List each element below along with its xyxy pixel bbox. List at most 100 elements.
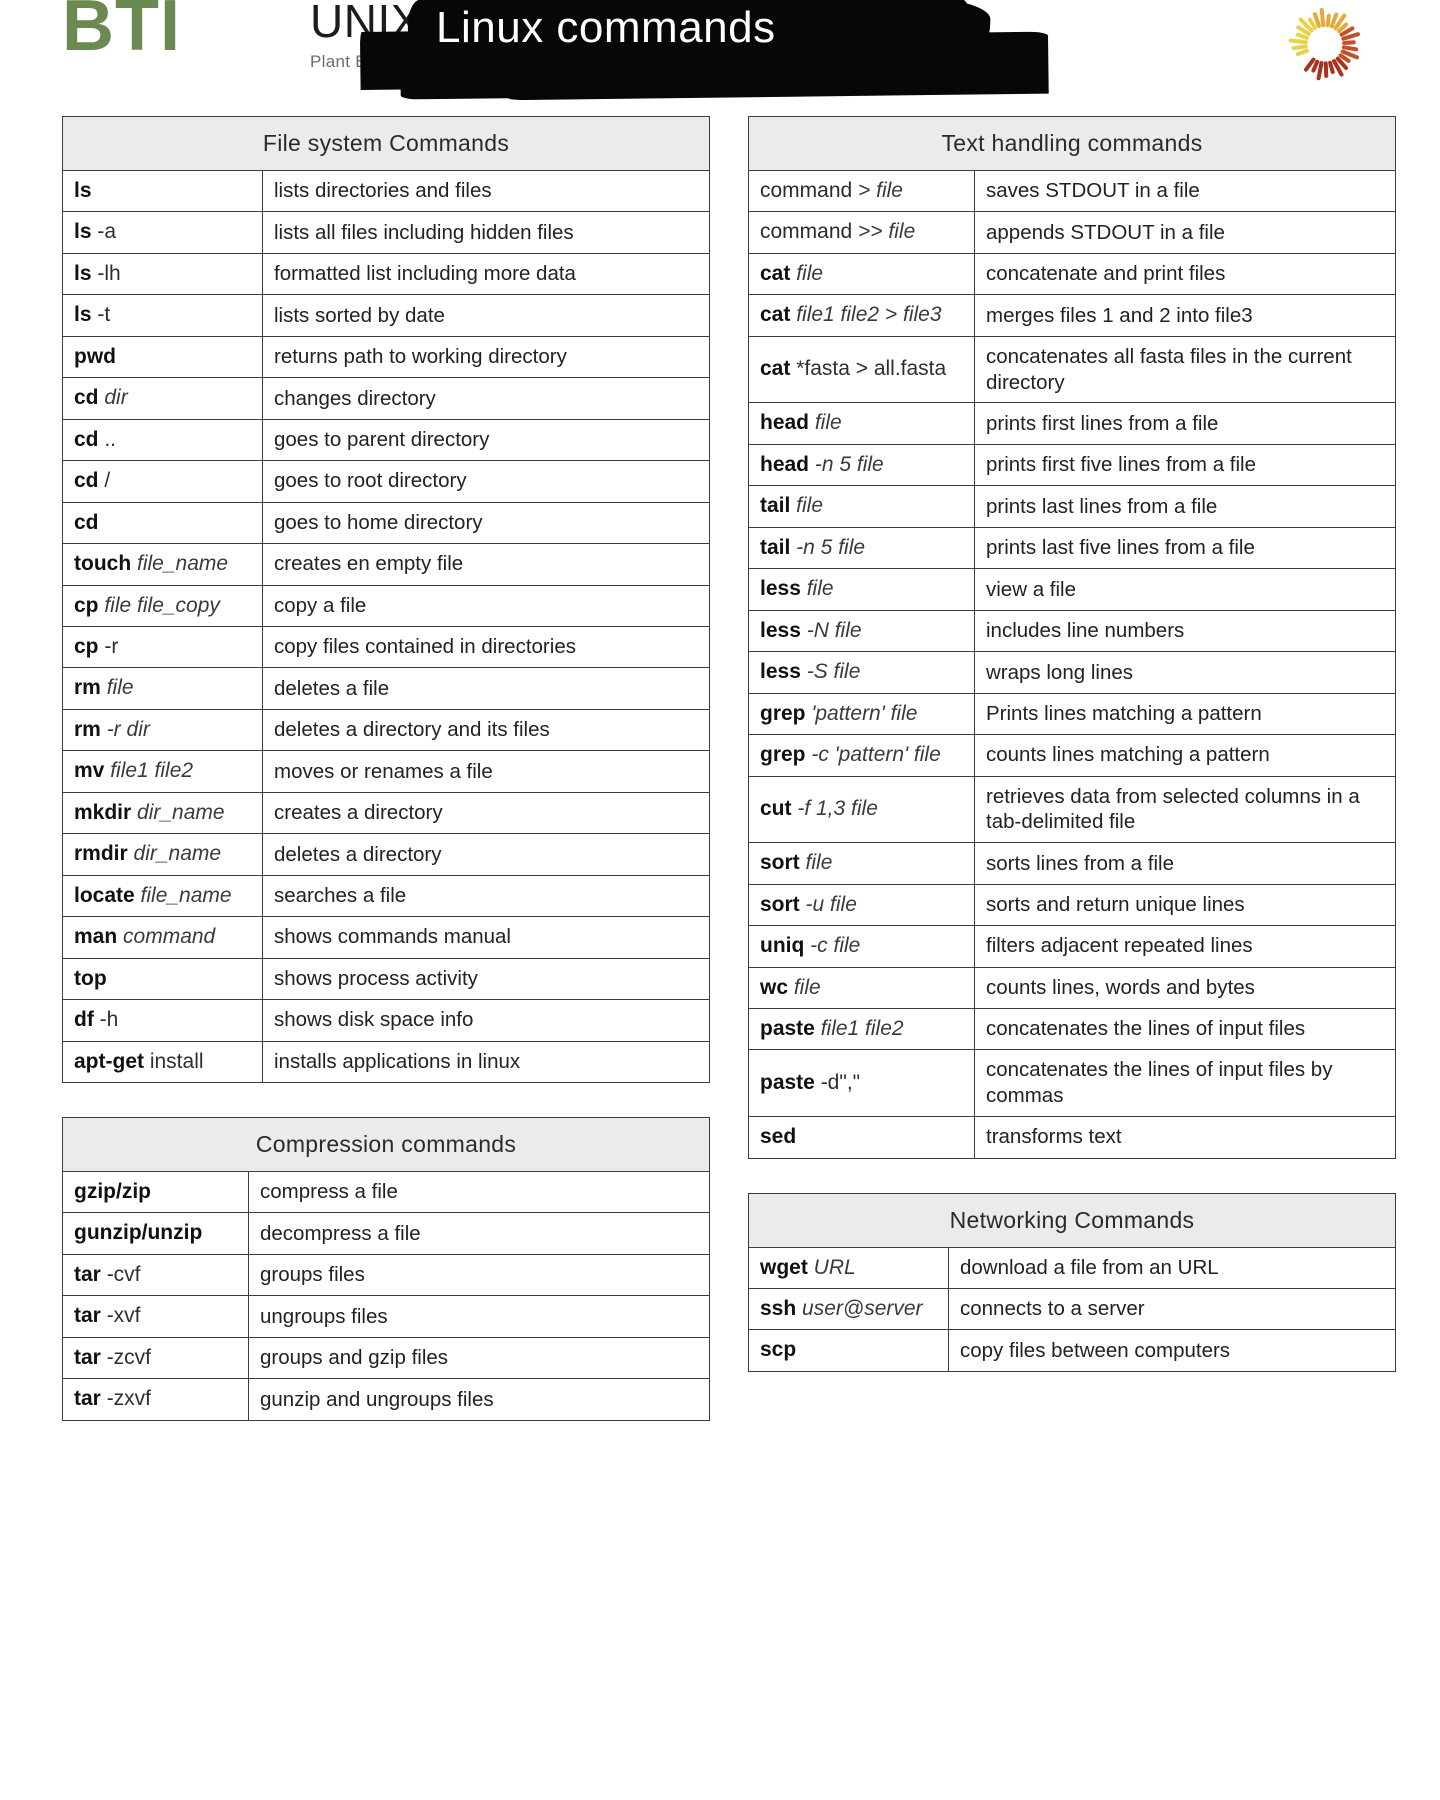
command-name: apt-get bbox=[74, 1049, 144, 1073]
description-cell: formatted list including more data bbox=[262, 252, 710, 296]
command-name: paste bbox=[760, 1017, 815, 1041]
table-row: cut -f 1,3 file retrieves data from selec… bbox=[748, 775, 1396, 844]
table-row: pwd returns path to working directory bbox=[62, 335, 710, 379]
command-name: cd bbox=[74, 427, 99, 451]
table-row: scp copy files between computers bbox=[748, 1329, 1396, 1372]
command-argument: dir_name bbox=[127, 842, 222, 866]
command-argument: -r dir bbox=[100, 717, 150, 741]
description-cell: includes line numbers bbox=[974, 609, 1396, 653]
description-cell: copy files contained in directories bbox=[262, 625, 710, 669]
table-row: tar -xvf ungroups files bbox=[62, 1295, 710, 1338]
table-row: ls -a lists all files including hidden fi… bbox=[62, 211, 710, 254]
table-row: ls -lh formatted list including more data bbox=[62, 252, 710, 296]
command-name: head bbox=[760, 452, 810, 476]
command-argument: user@server bbox=[796, 1297, 923, 1321]
command-cell: rmdir dir_name bbox=[62, 833, 263, 876]
table-header-row: File system Commands bbox=[62, 116, 710, 171]
section-title: File system Commands bbox=[62, 116, 710, 171]
command-name: gzip/zip bbox=[74, 1179, 151, 1203]
description-cell: searches a file bbox=[262, 874, 710, 918]
table-row: cp -r copy files contained in directories bbox=[62, 625, 710, 669]
command-argument: file1 file2 > file3 bbox=[790, 303, 942, 327]
command-cell: paste -d"," bbox=[748, 1049, 975, 1118]
table-row: wget URL download a file from an URL bbox=[748, 1246, 1396, 1290]
description-cell: filters adjacent repeated lines bbox=[974, 925, 1396, 968]
command-cell: sort file bbox=[748, 842, 975, 885]
command-name: sort bbox=[760, 892, 800, 916]
description-cell: deletes a directory and its files bbox=[262, 708, 710, 752]
command-argument: > file bbox=[852, 179, 903, 202]
table-header-row: Text handling commands bbox=[748, 116, 1396, 171]
table-row: tail -n 5 file prints last five lines fro… bbox=[748, 526, 1396, 570]
command-argument: file bbox=[100, 676, 134, 700]
description-cell: prints first five lines from a file bbox=[974, 443, 1396, 487]
description-cell: counts lines matching a pattern bbox=[974, 734, 1396, 777]
command-argument: -f 1,3 file bbox=[791, 797, 878, 821]
command-argument: file bbox=[788, 975, 821, 999]
table-header-row: Networking Commands bbox=[748, 1192, 1396, 1248]
command-cell: apt-get install bbox=[62, 1040, 263, 1083]
description-cell: transforms text bbox=[974, 1116, 1396, 1159]
command-cell: less -N file bbox=[748, 609, 975, 653]
command-cell: cp -r bbox=[62, 625, 263, 669]
command-argument: file1 file2 bbox=[104, 759, 194, 783]
command-name: cat bbox=[760, 357, 791, 381]
command-name: gunzip/unzip bbox=[74, 1221, 203, 1245]
description-cell: shows commands manual bbox=[262, 916, 710, 959]
table-row: command >> file appends STDOUT in a file bbox=[748, 211, 1396, 254]
description-cell: Prints lines matching a pattern bbox=[974, 692, 1396, 736]
description-cell: wraps long lines bbox=[974, 651, 1396, 694]
command-name: uniq bbox=[760, 934, 805, 958]
command-cell: cd / bbox=[62, 460, 263, 503]
command-argument: file bbox=[790, 261, 824, 285]
table-row: cd goes to home directory bbox=[62, 501, 710, 545]
command-cell: scp bbox=[748, 1329, 949, 1372]
table-row: rmdir dir_name deletes a directory bbox=[62, 833, 710, 876]
command-name: man bbox=[74, 925, 118, 949]
description-cell: copy files between computers bbox=[948, 1329, 1396, 1372]
description-cell: retrieves data from selected columns in … bbox=[974, 775, 1396, 844]
command-name: tar bbox=[74, 1387, 101, 1411]
table-row: less -N file includes line numbers bbox=[748, 609, 1396, 653]
command-name: cat bbox=[760, 303, 791, 327]
command-cell: tar -zxvf bbox=[62, 1378, 249, 1421]
command-cell: uniq -c file bbox=[748, 925, 975, 968]
command-cell: pwd bbox=[62, 335, 263, 379]
command-cell: paste file1 file2 bbox=[748, 1008, 975, 1051]
command-cell: cp file file_copy bbox=[62, 584, 263, 627]
command-argument: dir_name bbox=[131, 800, 225, 824]
command-argument: -h bbox=[93, 1008, 119, 1032]
command-name: tail bbox=[760, 494, 791, 518]
command-name: mv bbox=[74, 759, 105, 783]
description-cell: counts lines, words and bytes bbox=[974, 966, 1396, 1010]
command-cell: command > file bbox=[748, 169, 975, 213]
description-cell: groups files bbox=[248, 1253, 710, 1297]
table-row: rm file deletes a file bbox=[62, 667, 710, 710]
command-cell: df -h bbox=[62, 999, 263, 1042]
description-cell: lists all files including hidden files bbox=[262, 211, 710, 254]
command-name: wc bbox=[760, 975, 789, 999]
command-cell: sed bbox=[748, 1116, 975, 1159]
command-argument: file_name bbox=[131, 552, 229, 576]
command-cell: mkdir dir_name bbox=[62, 791, 263, 835]
command-name: touch bbox=[74, 552, 132, 576]
command-cell: head -n 5 file bbox=[748, 443, 975, 487]
command-argument: -d"," bbox=[814, 1071, 861, 1095]
command-argument: command bbox=[117, 925, 216, 949]
description-cell: groups and gzip files bbox=[248, 1336, 710, 1380]
command-cell: ls -lh bbox=[62, 252, 263, 296]
command-name: less bbox=[760, 660, 801, 684]
description-cell: shows disk space info bbox=[262, 999, 710, 1042]
table-row: mkdir dir_name creates a directory bbox=[62, 791, 710, 835]
table-row: cp file file_copy copy a file bbox=[62, 584, 710, 627]
command-argument: .. bbox=[98, 427, 117, 451]
description-cell: lists directories and files bbox=[262, 169, 710, 213]
table-text-handling-commands: Text handling commands command > file save… bbox=[748, 116, 1396, 1159]
table-row: tar -zxvf gunzip and ungroups files bbox=[62, 1378, 710, 1421]
table-row: rm -r dir deletes a directory and its fil… bbox=[62, 708, 710, 752]
right-column: Text handling commands command > file save… bbox=[748, 116, 1396, 1455]
table-row: less -S file wraps long lines bbox=[748, 651, 1396, 694]
command-name: ls bbox=[74, 261, 92, 285]
table-row: top shows process activity bbox=[62, 957, 710, 1001]
command-name: cat bbox=[760, 261, 791, 285]
